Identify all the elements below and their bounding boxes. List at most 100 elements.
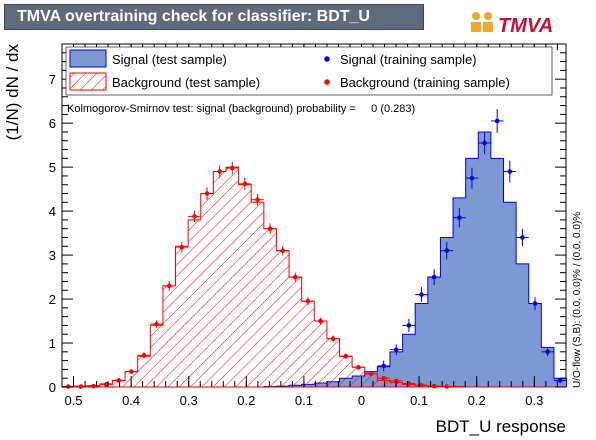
x-tick-label: 0.2	[237, 393, 255, 408]
signal-train-point	[516, 228, 529, 247]
y-tick-label: 6	[49, 116, 56, 131]
x-tick-label: 0	[358, 393, 365, 408]
signal-train-point	[541, 347, 554, 357]
signal-train-point	[553, 378, 567, 383]
signal-train-marker	[381, 363, 386, 369]
signal-train-marker	[494, 118, 500, 124]
background-train-point	[415, 382, 428, 388]
signal-train-marker	[469, 175, 475, 181]
signal-train-marker	[520, 235, 525, 240]
background-train-point	[150, 320, 163, 329]
legend-marker-signal-train	[324, 56, 330, 62]
x-tick-label: 0.2	[468, 393, 486, 408]
background-train-point	[188, 210, 201, 223]
background-train-marker	[267, 226, 273, 231]
logo-text: TMVA	[498, 15, 553, 37]
signal-train-point	[453, 208, 466, 228]
chart-title: TMVA overtraining check for classifier: …	[17, 8, 370, 25]
x-axis-label: BDT_U response	[436, 417, 566, 436]
signal-train-point	[478, 131, 491, 154]
y-axis-label: (1/N) dN / dx	[3, 44, 22, 141]
background-train-point	[162, 281, 176, 291]
x-tick-label: 0.3	[525, 393, 543, 408]
background-train-marker	[356, 364, 361, 370]
background-train-marker	[166, 283, 172, 289]
background-train-marker	[444, 384, 450, 389]
background-train-marker	[305, 298, 311, 304]
background-train-marker	[229, 165, 235, 171]
background-train-point	[251, 193, 264, 206]
signal-train-marker	[545, 349, 550, 355]
background-train-marker	[419, 382, 424, 388]
background-train-point	[314, 317, 327, 325]
background-train-marker	[330, 336, 336, 341]
signal-train-marker	[532, 301, 538, 306]
signal-train-point	[389, 344, 403, 355]
tmva-logo: TMVA	[471, 12, 553, 37]
legend-label-background-train: Background (training sample)	[340, 75, 510, 90]
background-train-marker	[368, 371, 374, 377]
histograms	[61, 131, 568, 388]
background-train-marker	[154, 321, 159, 327]
signal-train-point	[503, 160, 517, 183]
background-train-point	[225, 161, 239, 175]
background-train-point	[352, 364, 365, 370]
background-train-marker	[91, 383, 96, 389]
y-tick-label: 1	[49, 336, 56, 351]
y-tick-label: 5	[49, 160, 56, 175]
signal-train-point	[440, 241, 454, 260]
signal-train-point	[415, 287, 428, 303]
signal-train-point	[465, 167, 479, 189]
background-train-point	[175, 241, 189, 253]
background-train-marker	[393, 378, 399, 384]
background-train-marker	[217, 169, 222, 174]
y-tick-label: 0	[49, 380, 56, 395]
ks-test-text: Kolmogorov-Smirnov test: signal (backgro…	[67, 103, 415, 115]
background-train-point	[377, 375, 390, 381]
background-train-point	[112, 378, 126, 383]
y-tick-label: 2	[49, 292, 56, 307]
background-train-point	[238, 177, 252, 190]
signal-train-marker	[393, 347, 399, 352]
legend-swatch-background-test	[69, 72, 107, 91]
background-train-marker	[255, 197, 260, 202]
x-tick-label: 0.5	[64, 393, 82, 408]
background-train-point	[427, 383, 441, 389]
background-train-marker	[78, 384, 84, 389]
background-train-point	[99, 382, 113, 387]
legend-label-signal-train: Signal (training sample)	[340, 52, 477, 67]
background-train-marker	[343, 353, 349, 359]
overflow-text: U/O-flow (S,B): (0.0, 0.0)% / (0.0, 0.0)…	[572, 212, 583, 388]
logo-icon	[471, 12, 493, 32]
legend: Signal (test sample) Background (test sa…	[65, 46, 553, 96]
background-train-marker	[103, 382, 109, 387]
title-box: TMVA overtraining check for classifier: …	[4, 4, 424, 30]
background-train-marker	[116, 378, 122, 383]
background-train-point	[364, 371, 378, 377]
x-tick-label: 0.1	[410, 393, 428, 408]
legend-marker-background-train	[324, 79, 330, 85]
background-train-marker	[431, 383, 437, 389]
signal-train-marker	[557, 378, 563, 383]
background-train-point	[289, 272, 302, 282]
background-train-point	[213, 165, 226, 178]
background-train-marker	[204, 191, 210, 196]
signal-train-point	[490, 109, 504, 133]
background-train-point	[301, 297, 315, 306]
background-train-point	[326, 335, 340, 342]
background-train-point	[125, 369, 138, 374]
background-train-point	[137, 352, 151, 359]
y-tick-label: 3	[49, 248, 56, 263]
background-train-marker	[192, 214, 197, 219]
y-tick-label: 7	[49, 72, 56, 87]
x-tick-label: 0.4	[122, 393, 140, 408]
background-train-point	[87, 383, 100, 389]
background-train-marker	[179, 244, 185, 250]
legend-label-background-test: Background (test sample)	[112, 75, 260, 90]
signal-train-point	[427, 269, 441, 285]
legend-box	[65, 46, 553, 96]
signal-train-point	[528, 296, 542, 311]
data-points	[62, 109, 567, 389]
signal-train-marker	[507, 169, 513, 174]
